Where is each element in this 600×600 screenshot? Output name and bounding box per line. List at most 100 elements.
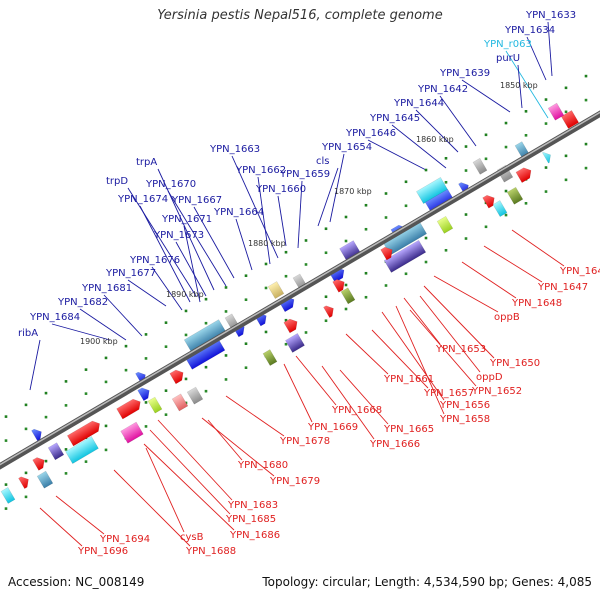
- gene-label-bottom: YPN_1688: [185, 546, 236, 557]
- leader-line: [423, 285, 495, 359]
- tick-dot: [64, 380, 68, 383]
- gene-label-bottom: YPN_1643: [559, 266, 600, 277]
- backbone-highlight: [0, 111, 600, 466]
- tick-dot: [344, 283, 348, 287]
- tick-dot: [284, 342, 288, 346]
- gene-label-top: YPN_1664: [213, 207, 264, 218]
- tick-dot: [384, 192, 388, 195]
- backbone-line: [0, 110, 600, 470]
- gene-label-top: YPN_1670: [145, 179, 196, 190]
- leader-line: [483, 245, 543, 283]
- tick-dot: [424, 236, 428, 240]
- gene-label-top: YPN_1633: [525, 10, 576, 21]
- gene-arrow: [332, 279, 345, 293]
- gene-label-top: purU: [496, 53, 520, 64]
- tick-dot: [284, 318, 288, 322]
- gene-block: [65, 436, 99, 464]
- gene-block: [506, 186, 524, 205]
- tick-dot: [104, 380, 108, 384]
- gene-label-top: trpA: [136, 157, 157, 168]
- tick-dot: [44, 459, 48, 463]
- gene-label-top: YPN_1681: [81, 283, 132, 294]
- gene-block: [0, 487, 16, 504]
- leader-line: [517, 64, 523, 109]
- gene-block: [147, 396, 163, 414]
- tick-dot: [64, 472, 68, 475]
- tick-dot: [84, 460, 88, 463]
- gene-label-top: YPN_1642: [417, 84, 468, 95]
- leader-line: [207, 419, 243, 461]
- tick-dot: [544, 122, 548, 125]
- leader-line: [193, 206, 235, 279]
- tick-dot: [564, 110, 568, 114]
- leader-line: [391, 124, 447, 169]
- gene-label-top: trpD: [106, 176, 128, 187]
- leader-line: [257, 176, 271, 265]
- tick-dot: [24, 471, 28, 475]
- tick-dot: [364, 203, 368, 207]
- leader-line: [113, 469, 191, 547]
- gene-label-top: cls: [316, 156, 330, 167]
- gene-arrow: [283, 318, 298, 334]
- tick-dot: [324, 251, 328, 255]
- tick-dot: [504, 145, 508, 149]
- gene-arrow: [482, 195, 495, 209]
- gene-label-top: YPN_1682: [57, 297, 108, 308]
- tick-dot: [84, 368, 88, 371]
- tick-dot: [484, 133, 488, 137]
- kbp-marker: 1900 kbp: [80, 337, 118, 346]
- gene-labels: YPN_1633 YPN_1634 YPN_r063 purU YPN_1639 YPN_…: [18, 10, 600, 557]
- tick-dot: [384, 284, 388, 287]
- tick-dot: [464, 237, 468, 240]
- gene-label-top: YPN_1671: [161, 214, 212, 225]
- leader-line: [461, 261, 517, 299]
- gene-label-top: YPN_1663: [209, 144, 260, 155]
- tick-dot: [584, 98, 588, 102]
- tick-dot: [344, 307, 348, 311]
- kbp-marker: 1880 kbp: [248, 239, 286, 248]
- tick-dot: [184, 333, 188, 337]
- tick-dot: [224, 310, 228, 313]
- leader-line: [201, 417, 275, 477]
- gene-label-top: YPN_1667: [171, 195, 222, 206]
- gene-label-bottom: YPN_1668: [331, 405, 382, 416]
- leader-line: [139, 205, 191, 303]
- gene-label-top: YPN_1660: [255, 184, 306, 195]
- genome-backbone: [0, 110, 600, 470]
- leader-line: [329, 153, 345, 223]
- gene-block: [285, 333, 305, 353]
- tick-dot: [164, 345, 168, 348]
- tick-dot: [204, 365, 208, 369]
- tick-dot: [364, 227, 368, 231]
- leader-line: [439, 95, 477, 147]
- leader-line: [157, 168, 215, 291]
- gene-block: [262, 349, 278, 367]
- gene-label-top: YPN_1659: [279, 169, 330, 180]
- leader-line: [145, 447, 185, 533]
- gene-label-bottom: YPN_1665: [383, 424, 434, 435]
- tick-dot: [564, 178, 568, 182]
- tick-dot: [584, 142, 588, 146]
- gene-label-bottom: YPN_1658: [439, 414, 490, 425]
- tick-dot: [484, 225, 488, 229]
- gene-label-bottom: YPN_1683: [227, 500, 278, 511]
- gene-block: [560, 110, 580, 129]
- gene-label-bottom: YPN_1679: [269, 476, 320, 487]
- gene-block: [472, 157, 488, 175]
- gene-block: [547, 102, 565, 121]
- gene-label-top: YPN_1645: [369, 113, 420, 124]
- gene-label-top: YPN_1677: [105, 268, 156, 279]
- tick-dot: [584, 166, 588, 170]
- tick-dot: [124, 368, 128, 372]
- tick-dot: [364, 295, 368, 299]
- gene-block: [267, 281, 285, 300]
- tick-dot: [364, 271, 368, 275]
- tick-dot: [224, 286, 228, 289]
- gene-block: [171, 393, 189, 412]
- tick-dot: [104, 356, 108, 360]
- tick-dot: [464, 213, 468, 216]
- leader-line: [317, 167, 339, 227]
- leader-line: [29, 339, 41, 391]
- leader-line: [143, 443, 235, 531]
- gene-block: [340, 287, 356, 305]
